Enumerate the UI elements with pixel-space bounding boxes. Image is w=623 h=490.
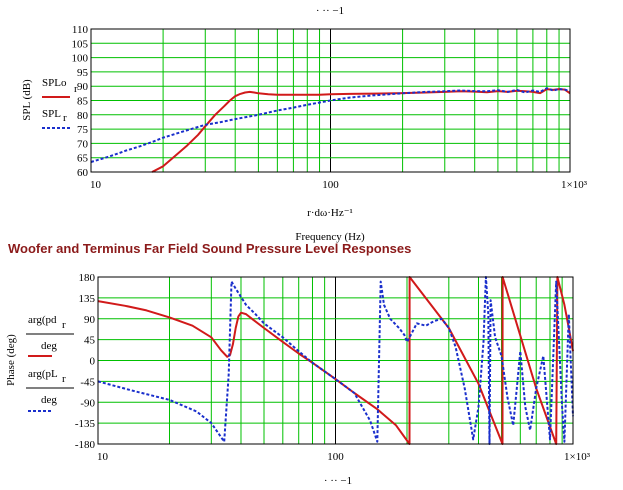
spl-y-axis-label: SPL (dB) bbox=[21, 79, 33, 121]
legend-spl-label: SPL bbox=[42, 108, 61, 120]
y-tick-label: 75 bbox=[77, 124, 89, 136]
y-tick-label: -180 bbox=[75, 439, 96, 451]
legend-pd-label: arg(pd bbox=[28, 314, 57, 326]
chart-heading: Woofer and Terminus Far Field Sound Pres… bbox=[8, 241, 412, 256]
spl-grid bbox=[91, 29, 570, 172]
x-tick-label: 100 bbox=[322, 179, 339, 191]
phase-x-ticks: 10 100 1×10³ bbox=[97, 451, 591, 463]
y-tick-label: -135 bbox=[75, 418, 96, 430]
y-tick-label: 95 bbox=[77, 67, 89, 79]
legend-splo-sub: r bbox=[74, 83, 78, 95]
spl-y-ticks: 60 65 70 75 80 85 90 95 100 105 110 bbox=[72, 24, 89, 179]
spl-series bbox=[90, 87, 571, 173]
y-tick-label: 60 bbox=[77, 167, 89, 179]
series-line-red bbox=[151, 88, 571, 173]
x-tick-label: 1×10³ bbox=[561, 179, 588, 191]
spl-top-label: · ·· −1 bbox=[316, 5, 344, 17]
legend-spl-sub: r bbox=[63, 112, 67, 124]
spl-plot-frame bbox=[90, 28, 571, 173]
legend-pl-label: arg(pL bbox=[28, 368, 58, 380]
y-tick-label: 65 bbox=[77, 153, 89, 165]
spl-x-axis-label: r·dω·Hz⁻¹ bbox=[307, 207, 353, 219]
y-tick-label: 100 bbox=[72, 53, 89, 65]
spl-legend: SPLo r SPL r bbox=[42, 77, 78, 129]
y-tick-label: 110 bbox=[72, 24, 89, 36]
series-line-blue bbox=[90, 87, 571, 163]
phase-series bbox=[97, 276, 574, 445]
series-line-red bbox=[97, 276, 574, 445]
y-tick-label: 45 bbox=[84, 335, 96, 347]
y-tick-label: 90 bbox=[77, 81, 89, 93]
phase-chart: -180 -135 -90 -45 0 45 90 135 180 10 100 1×10³ Pha… bbox=[5, 272, 591, 487]
x-tick-label: 10 bbox=[90, 179, 102, 191]
y-tick-label: 70 bbox=[77, 138, 89, 150]
phase-y-ticks: -180 -135 -90 -45 0 45 90 135 180 bbox=[75, 272, 96, 451]
legend-pd-den: deg bbox=[41, 340, 57, 352]
x-tick-label: 100 bbox=[327, 451, 344, 463]
y-tick-label: 0 bbox=[90, 356, 96, 368]
x-tick-label: 1×10³ bbox=[564, 451, 591, 463]
y-tick-label: 85 bbox=[77, 96, 89, 108]
y-tick-label: -90 bbox=[80, 397, 95, 409]
phase-y-axis-label: Phase (deg) bbox=[5, 334, 17, 386]
phase-plot-frame bbox=[97, 276, 574, 445]
y-tick-label: 90 bbox=[84, 314, 96, 326]
legend-splo-label: SPLo bbox=[42, 77, 67, 89]
legend-pl-sub: r bbox=[62, 373, 66, 385]
phase-legend: arg(pd r deg arg(pL r deg bbox=[26, 314, 74, 412]
series-line-blue bbox=[97, 276, 574, 445]
y-tick-label: 80 bbox=[77, 110, 89, 122]
y-tick-label: -45 bbox=[80, 376, 95, 388]
x-tick-label: 10 bbox=[97, 451, 109, 463]
spl-x-ticks: 10 100 1×10³ bbox=[90, 179, 588, 191]
y-tick-label: 180 bbox=[79, 272, 96, 284]
phase-bottom-label: · ·· −1 bbox=[324, 475, 352, 487]
y-tick-label: 105 bbox=[72, 38, 89, 50]
y-tick-label: 135 bbox=[79, 293, 96, 305]
legend-pl-den: deg bbox=[41, 394, 57, 406]
legend-pd-sub: r bbox=[62, 319, 66, 331]
spl-x-axis-label-2: Frequency (Hz) bbox=[295, 231, 365, 243]
